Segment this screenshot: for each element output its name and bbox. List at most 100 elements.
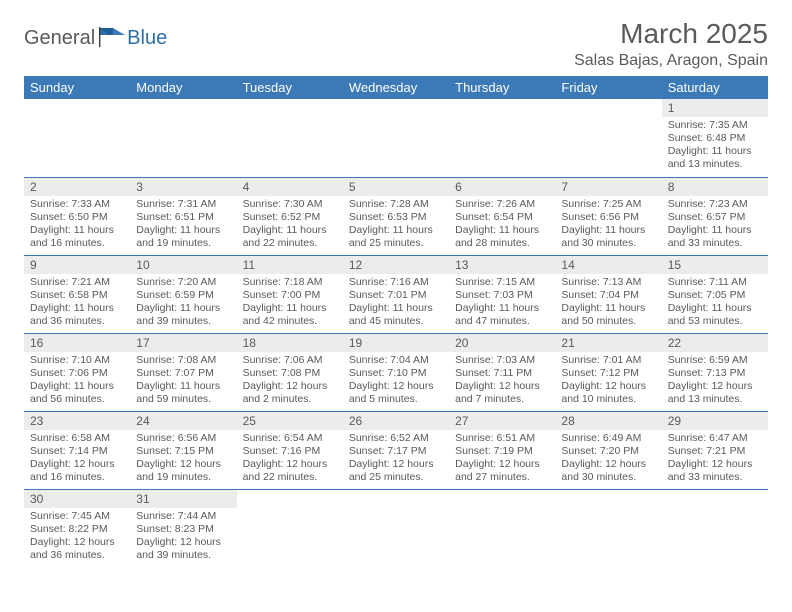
calendar-row: 23Sunrise: 6:58 AMSunset: 7:14 PMDayligh…	[24, 411, 768, 489]
day-content: Sunrise: 7:45 AMSunset: 8:22 PMDaylight:…	[24, 508, 130, 567]
calendar-cell: 8Sunrise: 7:23 AMSunset: 6:57 PMDaylight…	[662, 177, 768, 255]
day-content: Sunrise: 6:47 AMSunset: 7:21 PMDaylight:…	[662, 430, 768, 489]
location-text: Salas Bajas, Aragon, Spain	[574, 52, 768, 70]
day-content: Sunrise: 7:35 AMSunset: 6:48 PMDaylight:…	[662, 117, 768, 176]
day-content: Sunrise: 7:04 AMSunset: 7:10 PMDaylight:…	[343, 352, 449, 411]
title-block: March 2025 Salas Bajas, Aragon, Spain	[574, 18, 768, 70]
calendar-cell	[24, 99, 130, 177]
logo-text-blue: Blue	[127, 27, 167, 50]
day-content: Sunrise: 7:33 AMSunset: 6:50 PMDaylight:…	[24, 196, 130, 255]
weekday-header: Sunday	[24, 76, 130, 99]
day-number: 29	[662, 412, 768, 430]
day-content: Sunrise: 7:23 AMSunset: 6:57 PMDaylight:…	[662, 196, 768, 255]
calendar-cell: 18Sunrise: 7:06 AMSunset: 7:08 PMDayligh…	[237, 333, 343, 411]
logo: General Blue	[24, 26, 167, 50]
calendar-row: 2Sunrise: 7:33 AMSunset: 6:50 PMDaylight…	[24, 177, 768, 255]
day-content: Sunrise: 7:20 AMSunset: 6:59 PMDaylight:…	[130, 274, 236, 333]
day-number: 30	[24, 490, 130, 508]
day-content: Sunrise: 7:44 AMSunset: 8:23 PMDaylight:…	[130, 508, 236, 567]
flag-icon	[99, 26, 125, 48]
calendar-cell: 12Sunrise: 7:16 AMSunset: 7:01 PMDayligh…	[343, 255, 449, 333]
day-number: 22	[662, 334, 768, 352]
day-number: 16	[24, 334, 130, 352]
calendar-cell: 31Sunrise: 7:44 AMSunset: 8:23 PMDayligh…	[130, 489, 236, 567]
day-content: Sunrise: 7:30 AMSunset: 6:52 PMDaylight:…	[237, 196, 343, 255]
calendar-cell: 3Sunrise: 7:31 AMSunset: 6:51 PMDaylight…	[130, 177, 236, 255]
day-content: Sunrise: 6:52 AMSunset: 7:17 PMDaylight:…	[343, 430, 449, 489]
page-title: March 2025	[574, 18, 768, 50]
day-number: 20	[449, 334, 555, 352]
calendar-row: 9Sunrise: 7:21 AMSunset: 6:58 PMDaylight…	[24, 255, 768, 333]
day-number: 5	[343, 178, 449, 196]
logo-text-general: General	[24, 27, 95, 50]
calendar-cell	[237, 489, 343, 567]
day-content: Sunrise: 7:03 AMSunset: 7:11 PMDaylight:…	[449, 352, 555, 411]
day-number: 8	[662, 178, 768, 196]
calendar-cell: 28Sunrise: 6:49 AMSunset: 7:20 PMDayligh…	[555, 411, 661, 489]
day-content: Sunrise: 7:15 AMSunset: 7:03 PMDaylight:…	[449, 274, 555, 333]
calendar-row: 1Sunrise: 7:35 AMSunset: 6:48 PMDaylight…	[24, 99, 768, 177]
calendar-cell	[555, 489, 661, 567]
day-number: 18	[237, 334, 343, 352]
day-content: Sunrise: 6:54 AMSunset: 7:16 PMDaylight:…	[237, 430, 343, 489]
weekday-header: Friday	[555, 76, 661, 99]
day-content: Sunrise: 6:56 AMSunset: 7:15 PMDaylight:…	[130, 430, 236, 489]
weekday-header: Wednesday	[343, 76, 449, 99]
day-number: 7	[555, 178, 661, 196]
calendar-cell: 5Sunrise: 7:28 AMSunset: 6:53 PMDaylight…	[343, 177, 449, 255]
calendar-cell: 27Sunrise: 6:51 AMSunset: 7:19 PMDayligh…	[449, 411, 555, 489]
calendar-cell: 1Sunrise: 7:35 AMSunset: 6:48 PMDaylight…	[662, 99, 768, 177]
calendar-cell	[343, 489, 449, 567]
calendar-cell: 30Sunrise: 7:45 AMSunset: 8:22 PMDayligh…	[24, 489, 130, 567]
day-number: 28	[555, 412, 661, 430]
calendar-cell: 14Sunrise: 7:13 AMSunset: 7:04 PMDayligh…	[555, 255, 661, 333]
day-number: 27	[449, 412, 555, 430]
calendar-cell: 29Sunrise: 6:47 AMSunset: 7:21 PMDayligh…	[662, 411, 768, 489]
calendar-cell: 2Sunrise: 7:33 AMSunset: 6:50 PMDaylight…	[24, 177, 130, 255]
calendar-cell: 24Sunrise: 6:56 AMSunset: 7:15 PMDayligh…	[130, 411, 236, 489]
calendar-cell	[555, 99, 661, 177]
day-content: Sunrise: 7:16 AMSunset: 7:01 PMDaylight:…	[343, 274, 449, 333]
day-content: Sunrise: 6:49 AMSunset: 7:20 PMDaylight:…	[555, 430, 661, 489]
day-number: 23	[24, 412, 130, 430]
calendar-cell: 23Sunrise: 6:58 AMSunset: 7:14 PMDayligh…	[24, 411, 130, 489]
day-content: Sunrise: 7:06 AMSunset: 7:08 PMDaylight:…	[237, 352, 343, 411]
day-number: 26	[343, 412, 449, 430]
day-number: 9	[24, 256, 130, 274]
day-number: 2	[24, 178, 130, 196]
day-content: Sunrise: 7:28 AMSunset: 6:53 PMDaylight:…	[343, 196, 449, 255]
header: General Blue March 2025 Salas Bajas, Ara…	[24, 18, 768, 70]
calendar-cell: 19Sunrise: 7:04 AMSunset: 7:10 PMDayligh…	[343, 333, 449, 411]
day-number: 6	[449, 178, 555, 196]
calendar-cell: 10Sunrise: 7:20 AMSunset: 6:59 PMDayligh…	[130, 255, 236, 333]
calendar-cell: 25Sunrise: 6:54 AMSunset: 7:16 PMDayligh…	[237, 411, 343, 489]
calendar-row: 16Sunrise: 7:10 AMSunset: 7:06 PMDayligh…	[24, 333, 768, 411]
calendar-cell: 17Sunrise: 7:08 AMSunset: 7:07 PMDayligh…	[130, 333, 236, 411]
day-number: 12	[343, 256, 449, 274]
day-content: Sunrise: 6:51 AMSunset: 7:19 PMDaylight:…	[449, 430, 555, 489]
calendar-table: Sunday Monday Tuesday Wednesday Thursday…	[24, 76, 768, 567]
day-number: 11	[237, 256, 343, 274]
day-number: 10	[130, 256, 236, 274]
calendar-cell	[662, 489, 768, 567]
day-number: 25	[237, 412, 343, 430]
calendar-cell	[343, 99, 449, 177]
day-number: 17	[130, 334, 236, 352]
calendar-cell: 22Sunrise: 6:59 AMSunset: 7:13 PMDayligh…	[662, 333, 768, 411]
day-number: 19	[343, 334, 449, 352]
day-number: 3	[130, 178, 236, 196]
day-content: Sunrise: 7:18 AMSunset: 7:00 PMDaylight:…	[237, 274, 343, 333]
calendar-cell: 15Sunrise: 7:11 AMSunset: 7:05 PMDayligh…	[662, 255, 768, 333]
weekday-header: Thursday	[449, 76, 555, 99]
day-content: Sunrise: 7:10 AMSunset: 7:06 PMDaylight:…	[24, 352, 130, 411]
day-number: 1	[662, 99, 768, 117]
day-number: 31	[130, 490, 236, 508]
calendar-cell: 21Sunrise: 7:01 AMSunset: 7:12 PMDayligh…	[555, 333, 661, 411]
weekday-header: Monday	[130, 76, 236, 99]
calendar-cell: 7Sunrise: 7:25 AMSunset: 6:56 PMDaylight…	[555, 177, 661, 255]
calendar-cell: 11Sunrise: 7:18 AMSunset: 7:00 PMDayligh…	[237, 255, 343, 333]
calendar-cell: 26Sunrise: 6:52 AMSunset: 7:17 PMDayligh…	[343, 411, 449, 489]
day-content: Sunrise: 7:11 AMSunset: 7:05 PMDaylight:…	[662, 274, 768, 333]
calendar-cell: 6Sunrise: 7:26 AMSunset: 6:54 PMDaylight…	[449, 177, 555, 255]
day-number: 21	[555, 334, 661, 352]
